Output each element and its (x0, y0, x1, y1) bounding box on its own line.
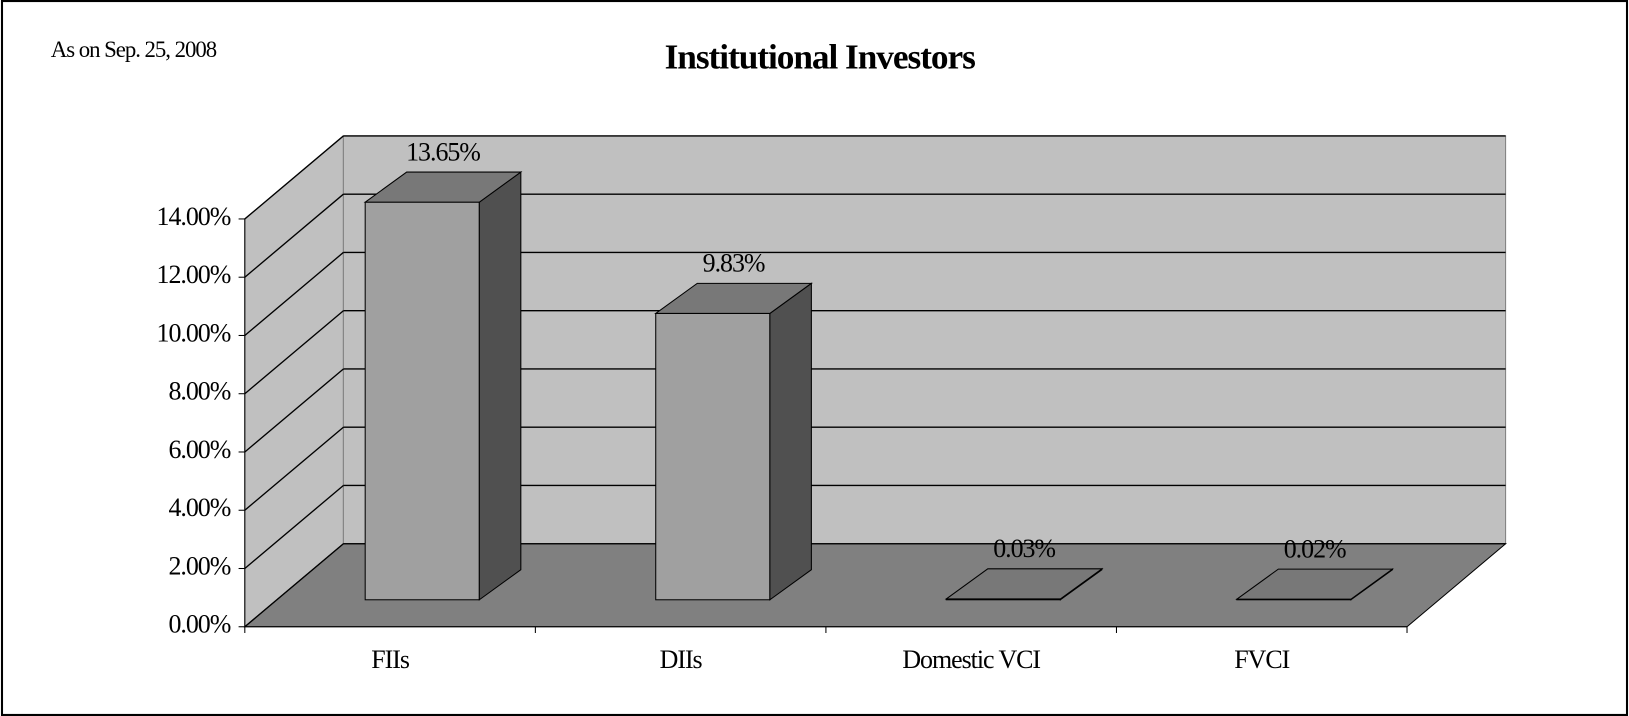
chart-title: Institutional Investors (665, 37, 976, 76)
x-tick-label: Domestic VCI (902, 645, 1040, 674)
bar-front (655, 312, 771, 601)
y-tick-label: 10.00% (157, 318, 231, 347)
data-label: 13.65% (406, 137, 480, 166)
bar-front (364, 201, 480, 601)
y-tick-label: 12.00% (157, 260, 231, 289)
bar-top (944, 568, 1104, 600)
bar-side (769, 282, 812, 601)
bar-top (363, 171, 523, 203)
bar-top (1235, 568, 1395, 600)
grid-line-side (244, 251, 344, 336)
y-tick-label: 0.00% (168, 610, 230, 639)
grid-line-side (244, 368, 344, 453)
y-tick-label: 4.00% (168, 493, 230, 522)
data-label: 0.03% (993, 534, 1055, 563)
bar-top (654, 282, 813, 314)
y-tick-label: 8.00% (168, 377, 230, 406)
y-tick-label: 14.00% (157, 202, 231, 231)
grid-line-side (244, 135, 344, 220)
y-tick-label: 2.00% (168, 551, 230, 580)
x-tick-label: DIIs (660, 645, 703, 674)
grid-line-side (244, 310, 344, 395)
data-label: 9.83% (703, 249, 765, 278)
x-tick-label: FVCI (1234, 645, 1289, 674)
grid-line-side (244, 426, 344, 511)
data-label: 0.02% (1284, 534, 1346, 563)
y-tick-label: 6.00% (168, 435, 230, 464)
annotation: As on Sep. 25, 2008 (51, 37, 217, 62)
bar-side (478, 171, 522, 601)
x-tick-label: FIIs (371, 645, 410, 674)
grid-line-side (244, 543, 344, 628)
grid-line-side (244, 193, 344, 278)
grid-line-side (244, 484, 344, 570)
